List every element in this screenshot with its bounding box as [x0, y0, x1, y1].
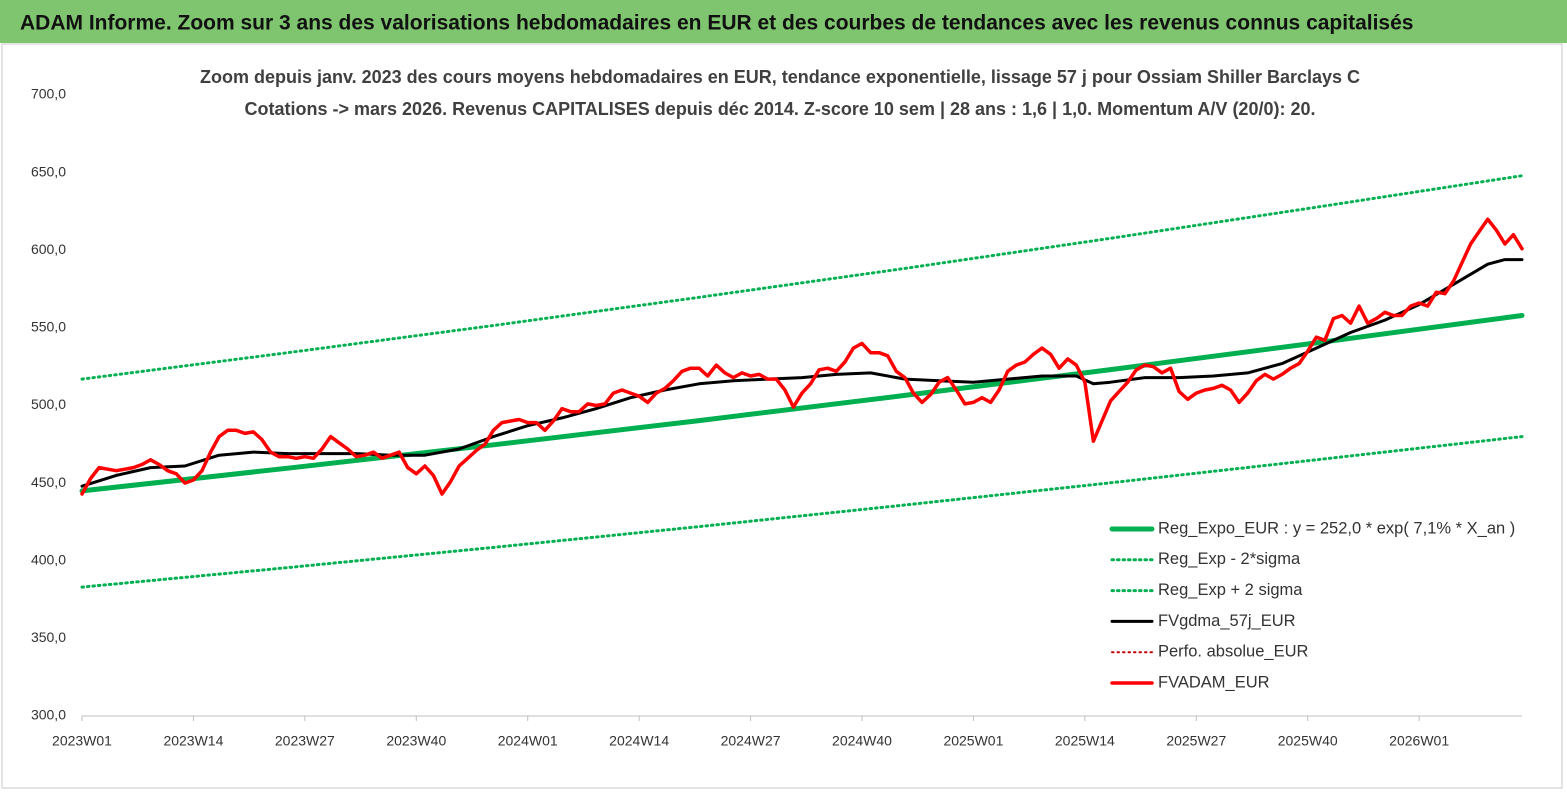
legend-label: FVgdma_57j_EUR [1158, 612, 1296, 630]
chart-subtitle: Cotations -> mars 2026. Revenus CAPITALI… [245, 99, 1316, 119]
banner [0, 0, 1567, 43]
chart-border [1, 43, 1563, 789]
x-tick-label: 2023W14 [163, 733, 223, 749]
x-tick-label: 2023W27 [275, 733, 335, 749]
x-tick-label: 2025W40 [1278, 733, 1338, 749]
x-tick-label: 2024W27 [721, 733, 781, 749]
series-line [80, 435, 1524, 589]
y-tick-label: 700,0 [31, 86, 66, 102]
x-tick-label: 2024W40 [832, 733, 892, 749]
x-tick-label: 2023W01 [52, 733, 112, 749]
y-tick-label: 400,0 [31, 551, 66, 567]
y-tick-label: 300,0 [31, 707, 66, 723]
x-tick-label: 2026W01 [1389, 733, 1449, 749]
legend-label: Reg_Exp - 2*sigma [1158, 550, 1301, 568]
x-tick-label: 2024W14 [609, 733, 669, 749]
legend-label: Reg_Expo_EUR : y = 252,0 * exp( 7,1% * X… [1158, 519, 1515, 537]
x-tick-label: 2025W01 [943, 733, 1003, 749]
chart-title: Zoom depuis janv. 2023 des cours moyens … [200, 67, 1360, 87]
series-line [80, 174, 1524, 381]
legend-label: FVADAM_EUR [1158, 673, 1270, 691]
y-tick-label: 650,0 [31, 163, 66, 179]
y-tick-label: 450,0 [31, 474, 66, 490]
y-tick-label: 500,0 [31, 396, 66, 412]
x-tick-label: 2023W40 [386, 733, 446, 749]
series-line [80, 217, 1524, 496]
banner-title: ADAM Informe. Zoom sur 3 ans des valoris… [20, 12, 1413, 35]
series-line [79, 313, 1525, 494]
y-tick-label: 350,0 [31, 629, 66, 645]
legend-label: Perfo. absolue_EUR [1158, 643, 1309, 661]
y-tick-label: 600,0 [31, 241, 66, 257]
x-tick-label: 2025W27 [1166, 733, 1226, 749]
legend-label: Reg_Exp + 2 sigma [1158, 581, 1303, 599]
x-tick-label: 2024W01 [498, 733, 558, 749]
x-tick-label: 2025W14 [1055, 733, 1115, 749]
y-tick-label: 550,0 [31, 319, 66, 335]
